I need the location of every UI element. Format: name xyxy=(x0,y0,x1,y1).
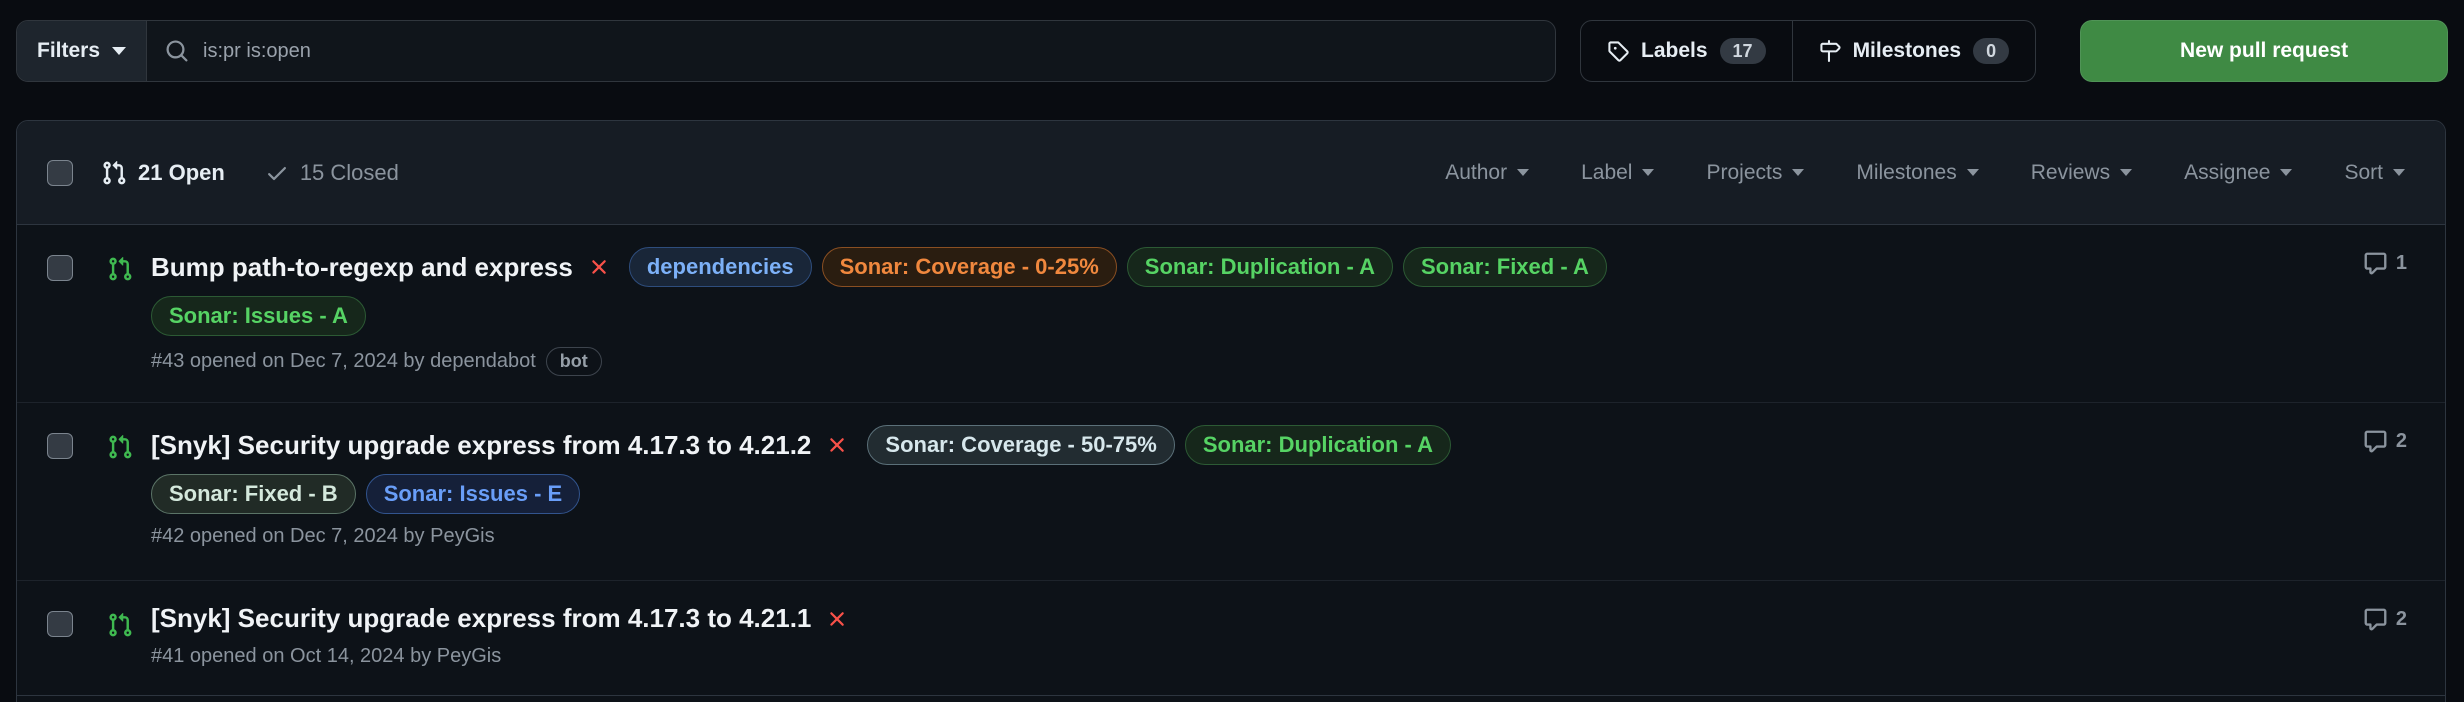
reviews-filter-menu[interactable]: Reviews xyxy=(2030,160,2133,185)
search-icon xyxy=(165,39,189,63)
labels-count-badge: 17 xyxy=(1719,38,1766,64)
search-input[interactable] xyxy=(203,39,1537,63)
chevron-down-icon xyxy=(1642,169,1655,176)
pr-title-link[interactable]: [Snyk] Security upgrade express from 4.1… xyxy=(151,603,812,633)
pr-meta: #41 opened on Oct 14, 2024 by PeyGis xyxy=(151,645,859,668)
pr-content: [Snyk] Security upgrade express from 4.1… xyxy=(151,425,1452,548)
list-header: 21 Open 15 Closed Author Label Projects … xyxy=(17,121,2445,225)
bot-badge: bot xyxy=(545,347,602,377)
comment-count-link[interactable]: 2 xyxy=(2363,607,2407,632)
pull-request-list: 21 Open 15 Closed Author Label Projects … xyxy=(16,120,2446,702)
pr-title-link[interactable]: Bump path-to-regexp and express xyxy=(151,251,573,282)
issue-label[interactable]: Sonar: Coverage - 50-75% xyxy=(867,425,1175,465)
chevron-down-icon xyxy=(2393,169,2405,176)
label-filter-menu[interactable]: Label xyxy=(1581,160,1655,185)
new-pull-request-label: New pull request xyxy=(2180,39,2349,62)
closed-prs-tab[interactable]: 15 Closed xyxy=(265,160,399,186)
chevron-down-icon xyxy=(1792,169,1805,176)
new-pull-request-button[interactable]: New pull request xyxy=(2080,20,2448,82)
author-filter-label: Author xyxy=(1445,160,1508,184)
filters-label: Filters xyxy=(37,39,101,62)
pr-meta-text: #43 opened on Dec 7, 2024 by dependabot xyxy=(151,350,536,373)
open-count-label: 21 Open xyxy=(138,159,225,185)
open-pull-request-icon xyxy=(107,256,133,282)
row-checkbox[interactable] xyxy=(47,255,73,281)
chevron-down-icon xyxy=(1517,169,1530,176)
pr-meta: #42 opened on Dec 7, 2024 by PeyGis xyxy=(151,525,1451,548)
comment-count-value: 2 xyxy=(2395,608,2407,630)
search-group: Filters xyxy=(16,20,1556,82)
assignee-filter-label: Assignee xyxy=(2184,160,2271,184)
failed-check-x-icon[interactable] xyxy=(587,255,611,279)
milestones-filter-menu[interactable]: Milestones xyxy=(1856,160,1979,185)
issue-label[interactable]: Sonar: Duplication - A xyxy=(1184,425,1452,465)
labels-button-label: Labels xyxy=(1641,39,1708,62)
pr-meta-text: #41 opened on Oct 14, 2024 by PeyGis xyxy=(151,645,502,667)
pr-content: Bump path-to-regexp and express dependen… xyxy=(151,247,1607,377)
reviews-filter-label: Reviews xyxy=(2030,160,2111,184)
milestones-count-badge: 0 xyxy=(1973,38,2010,64)
failed-check-x-icon[interactable] xyxy=(825,607,849,631)
row-checkbox[interactable] xyxy=(47,433,73,459)
issue-label[interactable]: Sonar: Fixed - B xyxy=(151,474,356,514)
milestones-button-label: Milestones xyxy=(1852,39,1962,62)
git-pull-request-icon xyxy=(101,160,127,186)
pr-row: Bump path-to-regexp and express dependen… xyxy=(17,225,2445,403)
issue-label[interactable]: Sonar: Issues - E xyxy=(365,474,581,514)
issue-label[interactable]: Sonar: Fixed - A xyxy=(1402,247,1607,287)
search-field xyxy=(147,21,1555,81)
issue-label[interactable]: dependencies xyxy=(628,247,812,287)
pr-content: [Snyk] Security upgrade express from 4.1… xyxy=(151,603,859,668)
chevron-down-icon xyxy=(2120,169,2133,176)
comment-count-link[interactable]: 2 xyxy=(2363,429,2407,454)
milestones-button[interactable]: Milestones 0 xyxy=(1791,21,2036,81)
comment-icon xyxy=(2363,251,2388,276)
check-icon xyxy=(265,161,289,185)
chevron-down-icon xyxy=(2280,169,2293,176)
issue-label[interactable]: Sonar: Coverage - 0-25% xyxy=(821,247,1117,287)
comment-icon xyxy=(2363,607,2388,632)
pr-meta: #43 opened on Dec 7, 2024 by dependabot … xyxy=(151,347,1607,377)
comment-count-link[interactable]: 1 xyxy=(2363,251,2407,276)
pr-meta-text: #42 opened on Dec 7, 2024 by PeyGis xyxy=(151,525,495,547)
milestones-filter-label: Milestones xyxy=(1856,160,1957,184)
labels-milestones-group: Labels 17 Milestones 0 xyxy=(1580,20,2037,82)
comment-icon xyxy=(2363,429,2388,454)
row-checkbox[interactable] xyxy=(47,611,73,637)
open-prs-tab[interactable]: 21 Open xyxy=(101,160,225,186)
projects-filter-menu[interactable]: Projects xyxy=(1706,160,1805,185)
comment-count-value: 2 xyxy=(2395,430,2407,452)
chevron-down-icon xyxy=(1966,169,1979,176)
closed-count-label: 15 Closed xyxy=(299,159,399,185)
select-all-checkbox[interactable] xyxy=(47,159,73,186)
comment-count-value: 1 xyxy=(2395,252,2407,274)
pr-list-toolbar: Filters Labels 17 Milestones 0 New pull xyxy=(16,20,2448,82)
filters-dropdown-button[interactable]: Filters xyxy=(17,21,148,81)
pr-row: [Snyk] Security upgrade express from 4.1… xyxy=(17,581,2445,696)
issue-label[interactable]: Sonar: Duplication - A xyxy=(1126,247,1393,287)
label-filter-label: Label xyxy=(1581,160,1633,184)
pr-title-link[interactable]: [Snyk] Security upgrade express from 4.1… xyxy=(151,429,812,460)
open-pull-request-icon xyxy=(107,612,133,638)
milestone-icon xyxy=(1819,40,1841,62)
assignee-filter-menu[interactable]: Assignee xyxy=(2184,160,2293,185)
tag-icon xyxy=(1607,40,1629,62)
pr-row: [Snyk] Security upgrade express from 4.1… xyxy=(17,403,2445,581)
failed-check-x-icon[interactable] xyxy=(825,433,849,457)
issue-label[interactable]: Sonar: Issues - A xyxy=(151,296,366,336)
chevron-down-icon xyxy=(112,47,127,55)
projects-filter-label: Projects xyxy=(1706,160,1783,184)
sort-filter-label: Sort xyxy=(2344,160,2383,184)
sort-filter-menu[interactable]: Sort xyxy=(2344,161,2405,185)
author-filter-menu[interactable]: Author xyxy=(1445,160,1530,185)
filter-menus: Author Label Projects Milestones Reviews… xyxy=(1445,161,2405,185)
labels-button[interactable]: Labels 17 xyxy=(1581,21,1792,81)
open-pull-request-icon xyxy=(107,434,133,460)
